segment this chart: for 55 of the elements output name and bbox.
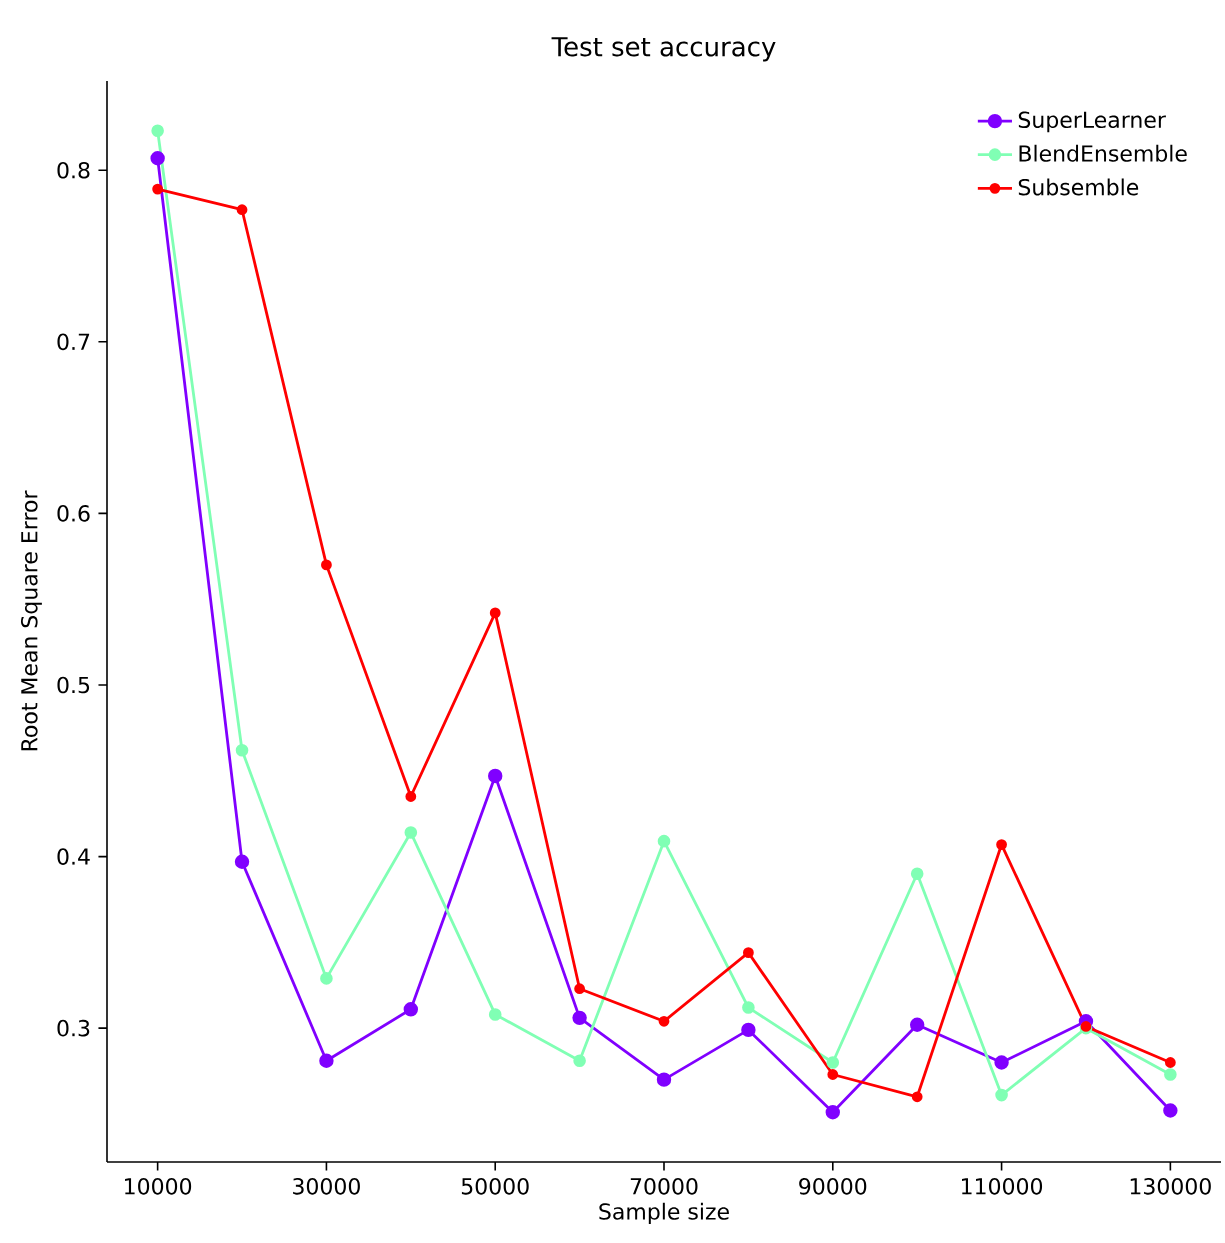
x-tick-label: 130000 <box>1130 1178 1211 1195</box>
y-tick-label: 0.5 <box>57 676 90 694</box>
point <box>825 1105 840 1120</box>
x-tick-label: 10000 <box>125 1178 192 1195</box>
point <box>488 768 503 784</box>
point <box>657 834 671 848</box>
y-axis-title: Root Mean Square Error <box>20 490 42 751</box>
point <box>235 743 249 757</box>
x-tick-label: 90000 <box>799 1178 867 1195</box>
x-axis-title: Sample size <box>599 1202 729 1225</box>
x-tick-label: 70000 <box>630 1178 698 1195</box>
point <box>404 826 418 839</box>
point <box>234 854 250 869</box>
point <box>741 1022 756 1038</box>
x-tick-label: 30000 <box>293 1178 360 1195</box>
y-tick-label: 0.4 <box>57 848 90 865</box>
point <box>658 1015 670 1027</box>
point <box>321 559 332 571</box>
point <box>403 1002 419 1017</box>
point <box>151 124 164 138</box>
point <box>995 1088 1008 1102</box>
point <box>742 947 754 959</box>
point <box>996 839 1007 850</box>
point <box>236 204 248 216</box>
point <box>572 1010 587 1026</box>
point <box>319 1053 334 1068</box>
point <box>574 983 585 995</box>
point <box>910 867 924 881</box>
point <box>827 1069 839 1080</box>
point <box>1164 1068 1177 1081</box>
point <box>909 1017 925 1032</box>
legend-label: Subsemble <box>1018 178 1139 196</box>
point <box>742 1001 755 1014</box>
point <box>994 1055 1009 1070</box>
y-tick-label: 0.7 <box>57 333 90 351</box>
y-tick-label: 0.8 <box>57 161 90 179</box>
point <box>405 791 417 802</box>
point <box>826 1056 840 1069</box>
legend-label: BlendEnsemble <box>1019 144 1187 162</box>
point <box>150 151 165 166</box>
point <box>1163 1103 1178 1118</box>
y-tick-label: 0.3 <box>57 1019 90 1037</box>
point <box>320 972 333 985</box>
point <box>1164 1057 1176 1068</box>
point <box>489 607 501 619</box>
point <box>656 1072 672 1087</box>
y-tick-label: 0.6 <box>57 505 90 522</box>
point <box>573 1054 586 1068</box>
point <box>488 1008 502 1021</box>
x-tick-label: 50000 <box>461 1178 529 1195</box>
legend-label: SuperLearner <box>1018 111 1166 133</box>
chart-title: Test set accuracy <box>551 37 776 62</box>
x-tick-label: 110000 <box>962 1178 1043 1195</box>
point <box>911 1091 923 1103</box>
point <box>152 183 164 195</box>
